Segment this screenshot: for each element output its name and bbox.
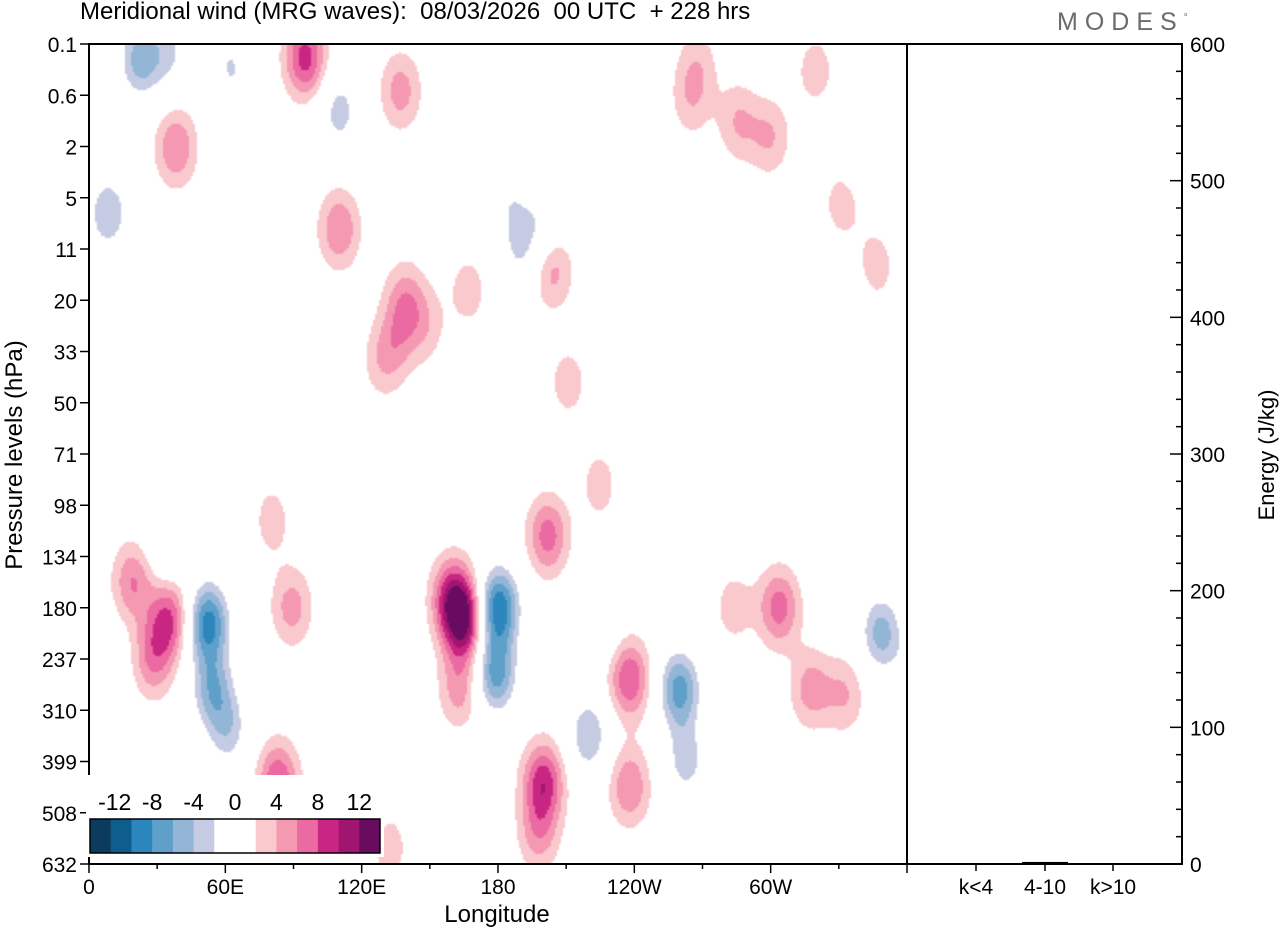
energy-bar bbox=[1090, 863, 1136, 864]
colorbar-swatch bbox=[276, 819, 298, 853]
colorbar-swatch bbox=[235, 819, 257, 853]
colorbar-swatch bbox=[359, 819, 381, 853]
y-tick-label: 180 bbox=[42, 598, 77, 621]
y-tick-label: 632 bbox=[42, 854, 77, 877]
colorbar-label: -12 bbox=[98, 789, 131, 815]
x-axis-title: Longitude bbox=[444, 901, 549, 928]
y-tick-label: 310 bbox=[42, 700, 77, 723]
energy-tick-label: 0 bbox=[1190, 854, 1202, 877]
colorbar-swatch bbox=[255, 819, 277, 853]
y-tick-label: 50 bbox=[54, 393, 77, 416]
colorbar-swatch bbox=[214, 819, 236, 853]
y-tick-label: 134 bbox=[42, 547, 77, 570]
y-tick-label: 2 bbox=[65, 137, 77, 160]
brand-name: MODES bbox=[1057, 8, 1184, 36]
y-tick-label: 98 bbox=[54, 495, 77, 518]
energy-tick-label: 400 bbox=[1190, 307, 1225, 330]
x-tick-label: 60E bbox=[207, 876, 244, 899]
y-tick-label: 5 bbox=[65, 188, 77, 211]
energy-bar bbox=[953, 863, 999, 864]
brand-mark: ° bbox=[1183, 12, 1188, 24]
colorbar-swatch bbox=[131, 819, 153, 853]
colorbar-label: 0 bbox=[229, 789, 242, 815]
y-tick-label: 508 bbox=[42, 803, 77, 826]
energy-panel-frame bbox=[906, 43, 1183, 865]
colorbar-frame bbox=[89, 818, 381, 854]
x-tick-label: 0 bbox=[83, 876, 95, 899]
chart-title: Meridional wind (MRG waves): 08/03/2026 … bbox=[80, 0, 751, 25]
y-tick-label: 71 bbox=[54, 444, 77, 467]
y-tick-label: 11 bbox=[55, 239, 77, 262]
y-axis-title: Pressure levels (hPa) bbox=[1, 340, 28, 569]
energy-bar bbox=[1022, 861, 1068, 864]
colorbar-label: -8 bbox=[142, 789, 162, 815]
colorbar-swatch bbox=[110, 819, 132, 853]
x-tick-label: 180 bbox=[480, 876, 515, 899]
energy-category-label: k<4 bbox=[959, 876, 994, 899]
y-tick-label: 237 bbox=[42, 649, 77, 672]
colorbar-swatch bbox=[317, 819, 340, 853]
colorbar-swatch bbox=[193, 819, 215, 853]
brand-logo: MODES° bbox=[1057, 8, 1188, 37]
energy-tick-label: 300 bbox=[1190, 444, 1225, 467]
energy-category-label: k>10 bbox=[1090, 876, 1136, 899]
x-tick-label: 120E bbox=[337, 876, 386, 899]
energy-tick-label: 200 bbox=[1190, 581, 1225, 604]
colorbar-label: 4 bbox=[270, 789, 283, 815]
energy-tick-label: 100 bbox=[1190, 717, 1225, 740]
wind-field-heatmap bbox=[89, 44, 907, 864]
y-tick-label: 0.1 bbox=[48, 34, 77, 57]
energy-category-label: 4-10 bbox=[1024, 876, 1066, 899]
colorbar-swatch bbox=[297, 819, 319, 853]
colorbar-swatch bbox=[152, 819, 174, 853]
energy-axis-title: Energy (J/kg) bbox=[1254, 390, 1279, 521]
colorbar-swatch bbox=[338, 819, 360, 853]
y-tick-label: 399 bbox=[42, 752, 77, 775]
y-tick-label: 0.6 bbox=[48, 85, 77, 108]
x-tick-label: 60W bbox=[749, 876, 792, 899]
colorbar-label: -4 bbox=[183, 789, 204, 815]
colorbar-swatch bbox=[172, 819, 195, 853]
colorbar-label: 12 bbox=[346, 789, 372, 815]
x-tick-label: 120W bbox=[607, 876, 662, 899]
colorbar-swatch bbox=[90, 819, 112, 853]
colorbar-label: 8 bbox=[311, 789, 324, 815]
y-tick-label: 20 bbox=[54, 290, 77, 313]
energy-tick-label: 500 bbox=[1190, 171, 1225, 194]
y-tick-label: 33 bbox=[54, 342, 77, 365]
energy-tick-label: 600 bbox=[1190, 34, 1225, 57]
